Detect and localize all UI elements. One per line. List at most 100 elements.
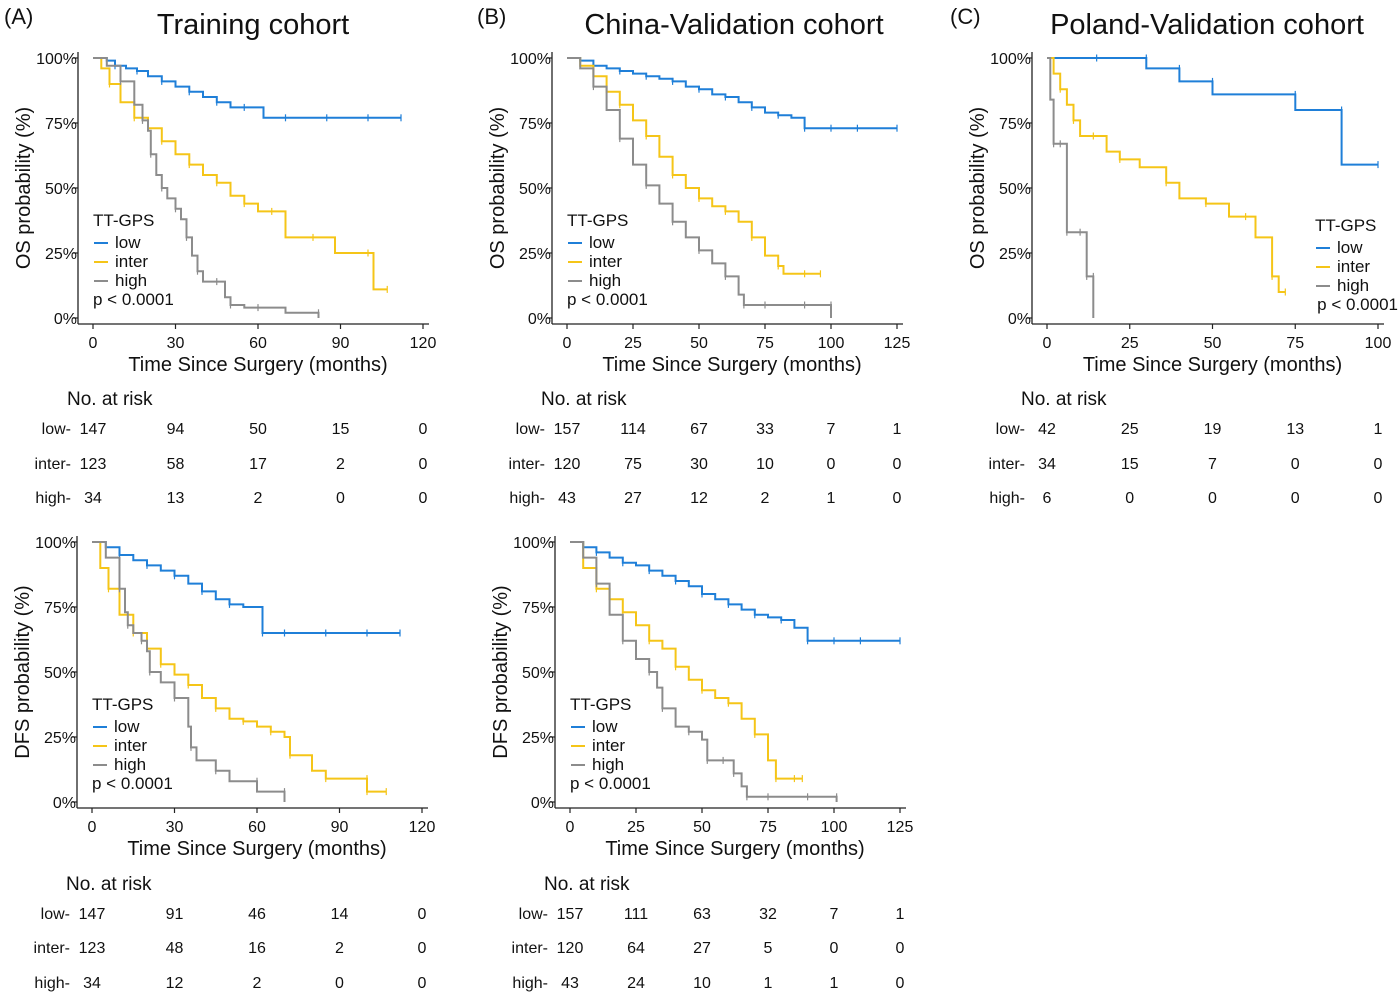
x-tick-label: 50 <box>693 819 711 836</box>
y-tick-label: 75% <box>44 600 76 617</box>
legend-label-low: low <box>114 717 140 736</box>
risk-value: 67 <box>690 421 708 438</box>
legend-label-high: high <box>1337 276 1369 295</box>
y-tick-label: 100% <box>510 51 551 68</box>
y-tick-label: 0% <box>54 311 77 328</box>
risk-value: 50 <box>249 421 267 438</box>
risk-value: 10 <box>693 975 711 992</box>
risk-row-label: low- <box>41 906 70 923</box>
risk-table-title: No. at risk <box>1021 389 1107 410</box>
censor-marks-inter <box>107 585 387 796</box>
risk-row-label: high- <box>989 490 1025 507</box>
x-tick-label: 120 <box>409 819 436 836</box>
x-tick-label: 125 <box>884 335 911 352</box>
risk-value: 0 <box>1291 456 1300 473</box>
risk-value: 123 <box>80 456 107 473</box>
risk-value: 33 <box>756 421 774 438</box>
legend-title: TT-GPS <box>93 211 154 230</box>
risk-row-label: inter- <box>35 456 71 473</box>
risk-value: 19 <box>1204 421 1222 438</box>
risk-row-label: low- <box>42 421 71 438</box>
y-tick-label: 75% <box>45 116 77 133</box>
risk-value: 0 <box>1374 490 1383 507</box>
risk-value: 0 <box>827 456 836 473</box>
risk-row-label: high- <box>509 490 545 507</box>
legend-label-high: high <box>115 271 147 290</box>
legend-title: TT-GPS <box>1315 216 1376 235</box>
risk-value: 7 <box>1208 456 1217 473</box>
risk-value: 75 <box>624 456 642 473</box>
risk-value: 0 <box>896 975 905 992</box>
censor-marks-low <box>595 548 901 645</box>
risk-value: 27 <box>624 490 642 507</box>
censor-marks-inter <box>592 72 822 278</box>
legend-label-low: low <box>115 233 141 252</box>
y-tick-label: 100% <box>990 51 1031 68</box>
risk-table: No. at risk low- 157 111 63 32 7 1 inter- 120 64 27… <box>512 874 905 992</box>
legend-label-inter: inter <box>589 252 622 271</box>
risk-value: 0 <box>419 456 428 473</box>
risk-value: 1 <box>896 906 905 923</box>
km-curve-low <box>92 541 400 634</box>
risk-value: 27 <box>693 940 711 957</box>
km-curve-high <box>570 541 838 802</box>
y-axis-label: OS probability (%) <box>13 107 35 269</box>
p-value: p < 0.0001 <box>1317 295 1398 314</box>
y-axis-label: OS probability (%) <box>967 107 989 269</box>
x-tick-label: 90 <box>332 335 350 352</box>
risk-value: 147 <box>80 421 107 438</box>
risk-row-label: high- <box>512 975 548 992</box>
risk-value: 32 <box>759 906 777 923</box>
y-tick-label: 75% <box>522 600 554 617</box>
risk-value: 114 <box>620 421 646 438</box>
panel-label-c: (C) <box>950 4 981 29</box>
y-tick-label: 75% <box>519 116 551 133</box>
y-tick-label: 50% <box>522 665 554 682</box>
risk-value: 2 <box>254 490 263 507</box>
y-axis-label: DFS probability (%) <box>12 585 34 758</box>
risk-value: 43 <box>558 490 576 507</box>
risk-table: No. at risk low- 42 25 19 13 1 inter- 34 15 7 0 0 hig… <box>989 389 1383 507</box>
x-tick-label: 30 <box>166 819 184 836</box>
censor-marks-high <box>118 585 286 796</box>
risk-row-label: low- <box>516 421 545 438</box>
censor-marks-low <box>118 551 401 637</box>
risk-table: No. at risk low- 147 94 50 15 0 inter- 123 58 17 2 0… <box>35 389 428 507</box>
y-tick-label: 50% <box>45 181 77 198</box>
risk-value: 2 <box>336 456 345 473</box>
panel-title-a: Training cohort <box>157 9 349 41</box>
risk-value: 1 <box>827 490 836 507</box>
x-tick-label: 75 <box>759 819 777 836</box>
censor-marks-low <box>592 62 898 132</box>
risk-value: 25 <box>1121 421 1139 438</box>
risk-value: 14 <box>331 906 349 923</box>
y-axis-label: OS probability (%) <box>487 107 509 269</box>
risk-row-label: inter- <box>512 940 548 957</box>
y-tick-label: 25% <box>522 730 554 747</box>
x-axis-label: Time Since Surgery (months) <box>1083 354 1342 376</box>
censor-marks-inter <box>1059 85 1286 296</box>
x-tick-label: 100 <box>1365 335 1392 352</box>
x-tick-label: 120 <box>410 335 437 352</box>
y-tick-label: 100% <box>36 51 77 68</box>
x-tick-label: 25 <box>624 335 642 352</box>
x-axis-label: Time Since Surgery (months) <box>605 838 864 860</box>
x-tick-label: 90 <box>331 819 349 836</box>
risk-table-title: No. at risk <box>544 874 630 895</box>
censor-marks-high <box>595 580 838 801</box>
risk-value: 2 <box>761 490 770 507</box>
risk-value: 157 <box>554 421 581 438</box>
risk-value: 157 <box>557 906 584 923</box>
x-tick-label: 75 <box>756 335 774 352</box>
x-tick-label: 100 <box>821 819 848 836</box>
risk-row-label: low- <box>519 906 548 923</box>
risk-row-label: inter- <box>989 456 1025 473</box>
x-tick-label: 75 <box>1286 335 1304 352</box>
x-tick-label: 0 <box>1043 335 1052 352</box>
risk-value: 64 <box>627 940 645 957</box>
p-value: p < 0.0001 <box>93 290 174 309</box>
risk-value: 13 <box>167 490 185 507</box>
risk-row-label: inter- <box>34 940 70 957</box>
censor-marks-high <box>592 83 832 309</box>
legend-label-inter: inter <box>114 736 147 755</box>
